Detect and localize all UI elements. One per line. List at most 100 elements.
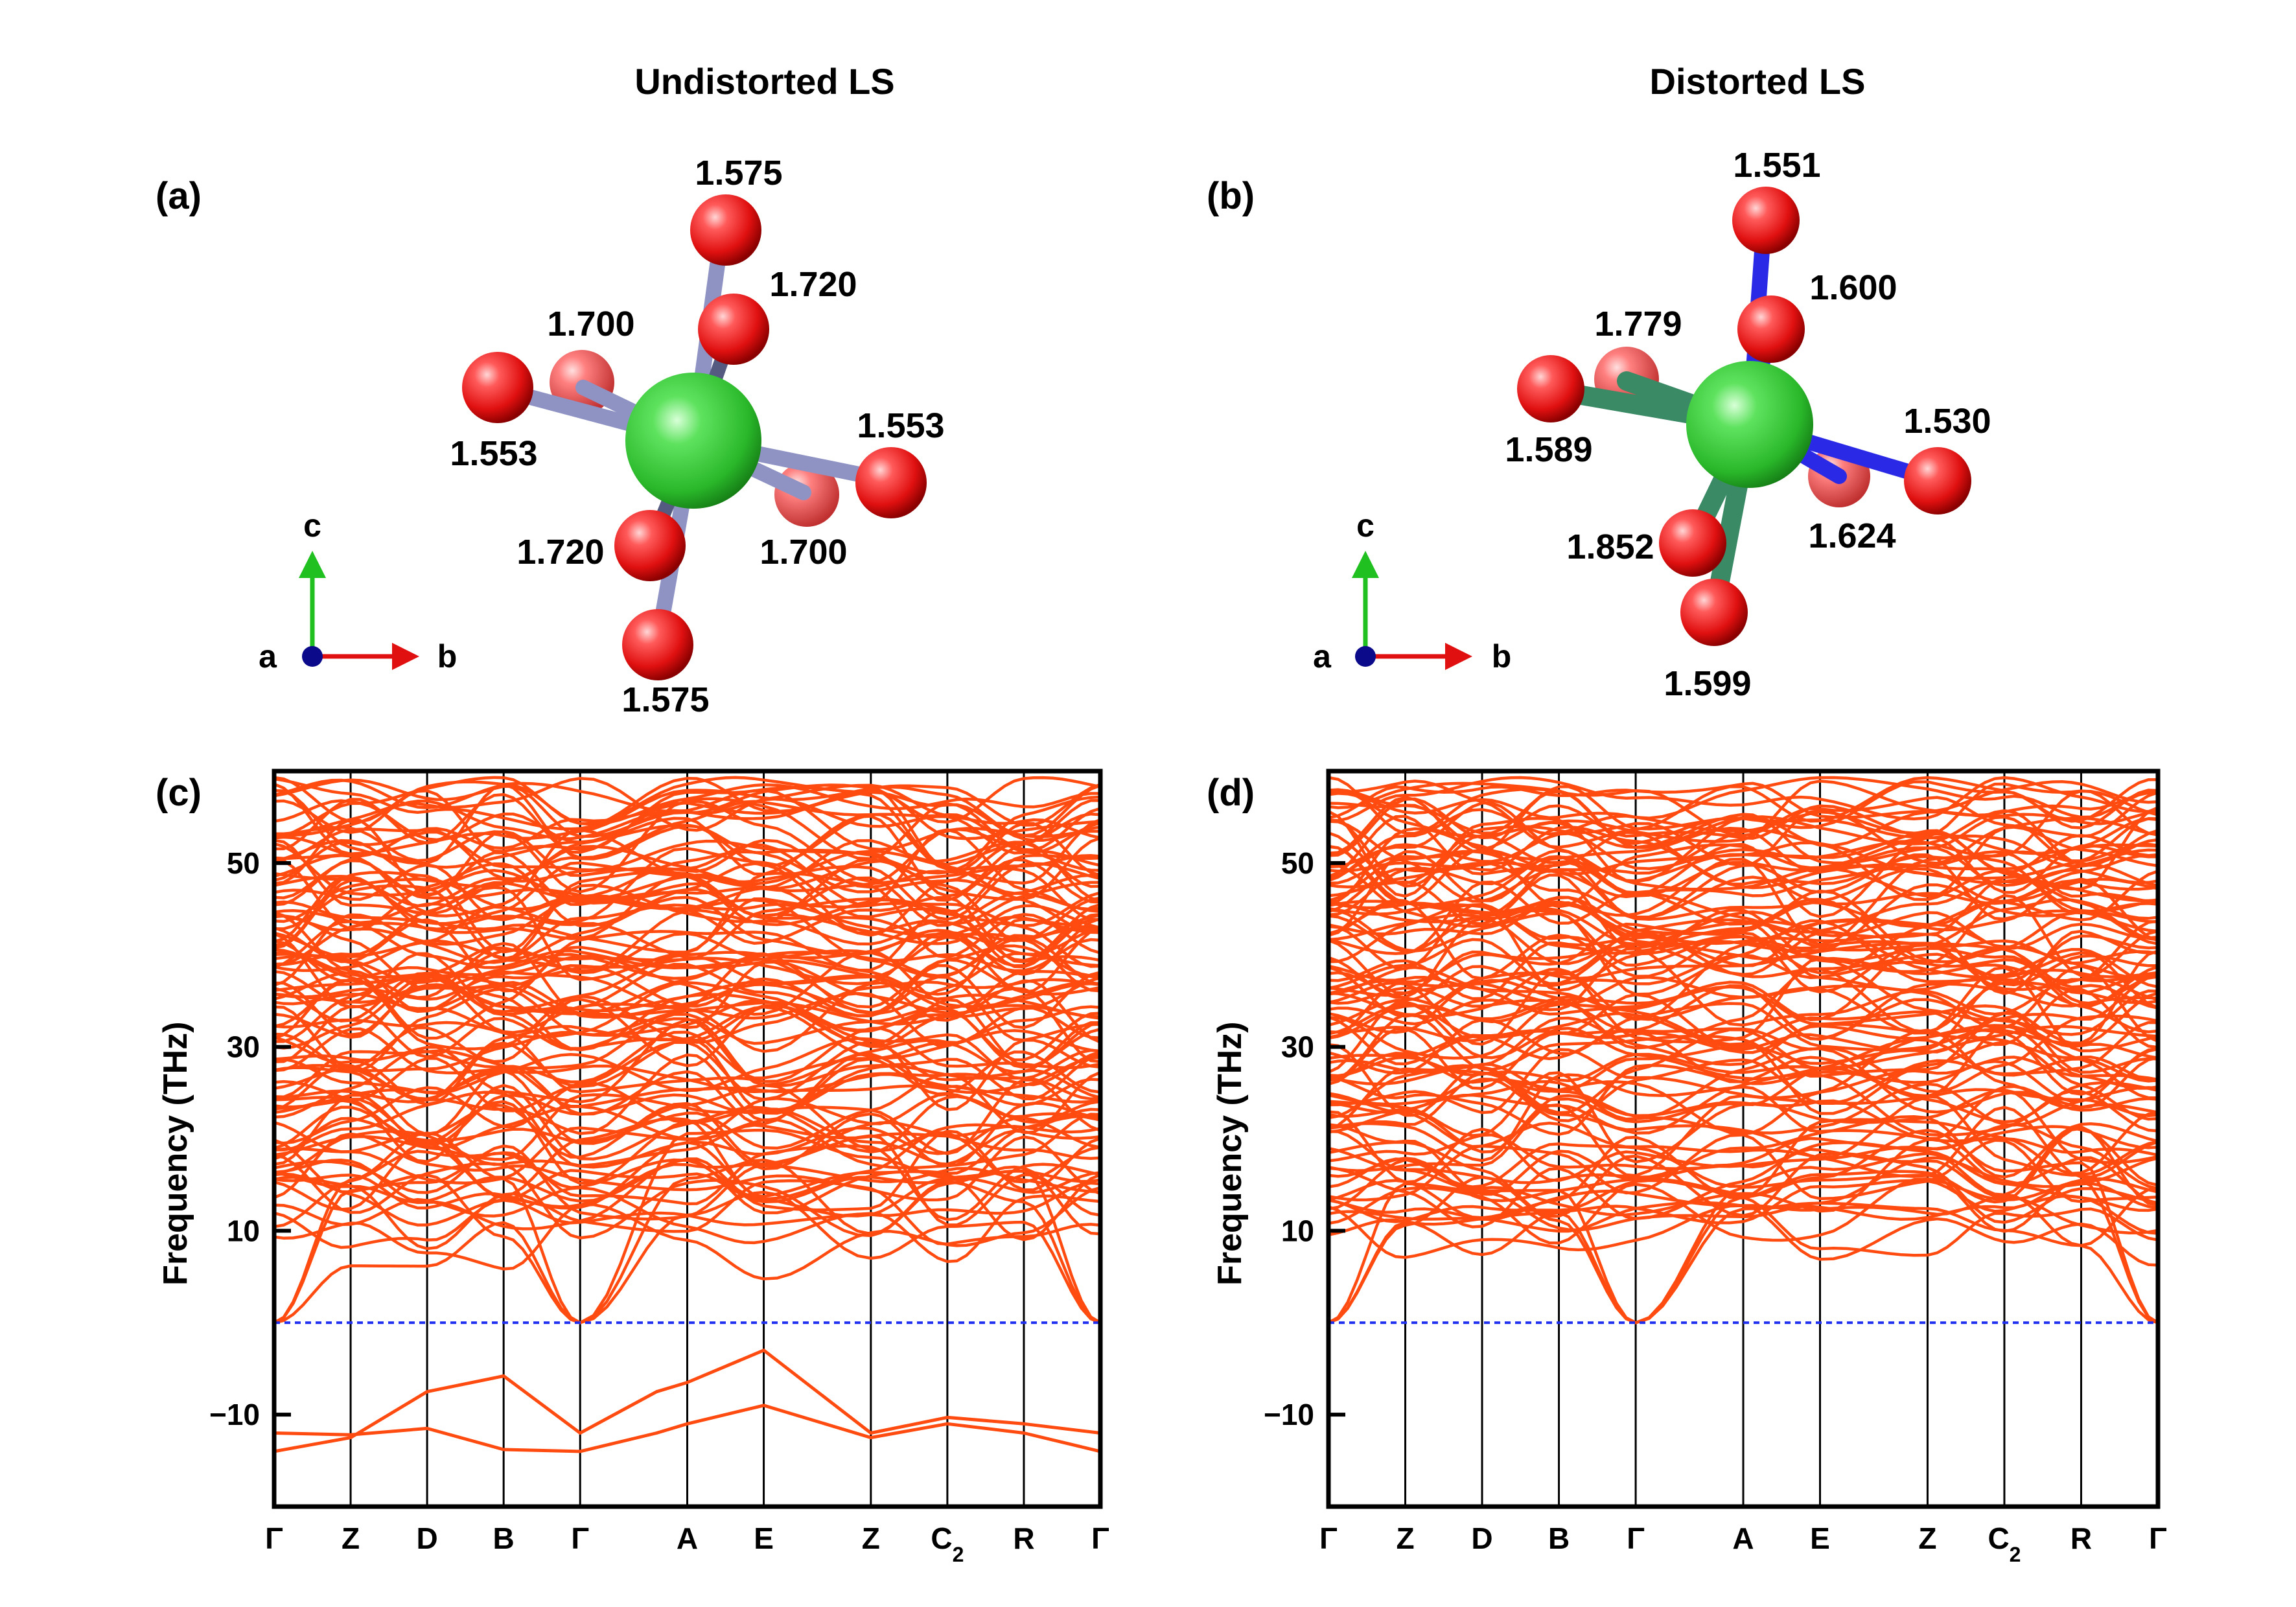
- bond-length-label: 1.852: [1566, 527, 1654, 566]
- kpoint-label: Γ: [1091, 1521, 1109, 1555]
- kpoint-label: Γ: [1627, 1521, 1645, 1555]
- phonon-branch: [274, 987, 1100, 1072]
- phonon-branch: [1328, 809, 2158, 885]
- phonon-branch: [274, 828, 1100, 921]
- panel-label-c: (c): [156, 772, 202, 814]
- phonon-branch: [274, 1144, 1100, 1221]
- phonon-branch: [274, 1128, 1100, 1324]
- y-tick-label: −10: [209, 1398, 260, 1431]
- y-tick-label: 50: [1281, 846, 1314, 880]
- kpoint-label: Γ: [2149, 1521, 2167, 1555]
- bond-length-label: 1.700: [547, 305, 634, 343]
- bond-length-label: 1.624: [1808, 516, 1896, 555]
- oxygen-atom: [1659, 509, 1726, 577]
- axis-label-a: a: [259, 638, 277, 675]
- axes-indicator: a b c: [259, 507, 457, 675]
- phonon-branch: [1328, 1127, 2158, 1220]
- axis-label-c: c: [303, 507, 321, 544]
- oxygen-atom: [855, 447, 927, 518]
- phonon-branch: [1328, 1013, 2158, 1082]
- kpoint-label: B: [1548, 1521, 1570, 1555]
- phonon-branch: [1328, 947, 2158, 1027]
- panel-label-b: (b): [1207, 175, 1255, 217]
- kpoint-label: Γ: [1319, 1521, 1338, 1555]
- panel-label-a: (a): [156, 175, 202, 217]
- bond-length-label: 1.599: [1664, 664, 1751, 703]
- phonon-branch: [274, 964, 1100, 1030]
- bond-length-label: 1.720: [769, 265, 857, 304]
- kpoint-label: Z: [1396, 1521, 1414, 1555]
- band-lines: [274, 776, 1100, 1453]
- oxygen-atom: [614, 510, 686, 581]
- phonon-branch: [274, 978, 1100, 1050]
- phonon-branch: [274, 1158, 1100, 1324]
- phonon-branch: [1328, 1125, 2158, 1207]
- title-undistorted: Undistorted LS: [634, 61, 894, 102]
- phonon-branch: [274, 1175, 1100, 1251]
- structure-distorted: 1.551 1.600 1.779 1.589 1.530 1.852 1.62…: [1313, 146, 1991, 703]
- band-lines: [1328, 776, 2158, 1324]
- structure-undistorted: 1.575 1.720 1.700 1.553 1.553 1.720 1.70…: [259, 154, 944, 719]
- phonon-branch: [1328, 1140, 2158, 1224]
- axis-label-a: a: [1313, 638, 1332, 675]
- phonon-branch: [274, 1186, 1100, 1280]
- y-axis-label: Frequency (THz): [1211, 1022, 1249, 1286]
- phonon-branch: [1328, 1024, 2158, 1090]
- phonon-branch: [1328, 966, 2158, 1052]
- phonon-branch: [1328, 1025, 2158, 1100]
- bond-length-label: 1.530: [1903, 402, 1991, 441]
- oxygen-atom: [1737, 295, 1805, 363]
- phonon-branch: [274, 812, 1100, 898]
- bond-length-label: 1.779: [1594, 305, 1682, 343]
- bond-length-label: 1.551: [1733, 146, 1820, 185]
- oxygen-atom: [1517, 355, 1584, 422]
- phonon-branch: [274, 818, 1100, 896]
- phonon-branch: [1328, 1115, 2158, 1185]
- phonon-branch: [274, 952, 1100, 1030]
- bond-length-label: 1.553: [450, 434, 537, 473]
- y-axis-label: Frequency (THz): [157, 1022, 194, 1286]
- phonon-branch: [274, 782, 1100, 856]
- phonon-branch: [1328, 1056, 2158, 1136]
- imaginary-mode-branch: [274, 1404, 1100, 1453]
- phonon-branch: [274, 1091, 1100, 1168]
- phonon-branch: [1328, 1028, 2158, 1115]
- bond-length-label: 1.720: [516, 533, 604, 572]
- axes-indicator: a b c: [1313, 507, 1511, 675]
- phonon-branch: [1328, 844, 2158, 919]
- plot-frame: [1326, 769, 2161, 1509]
- y-tick-label: 30: [227, 1030, 260, 1064]
- phonon-branch: [1328, 776, 2158, 820]
- phonon-branch: [1328, 870, 2158, 950]
- phonon-branch: [274, 791, 1100, 854]
- phonon-branch: [1328, 1111, 2158, 1197]
- phonon-branch: [1328, 1094, 2158, 1157]
- phonon-branch: [1328, 942, 2158, 1021]
- a-axis-dot: [302, 646, 323, 667]
- kpoint-label: D: [416, 1521, 437, 1555]
- panel-label-d: (d): [1207, 772, 1255, 814]
- oxygen-atom: [622, 609, 693, 680]
- phonon-branch: [274, 1131, 1100, 1201]
- y-tick-label: 10: [227, 1214, 260, 1247]
- phonon-branch: [274, 837, 1100, 907]
- oxygen-atom: [690, 194, 761, 266]
- phonon-branch: [1328, 776, 2158, 822]
- axis-label-c: c: [1356, 507, 1374, 544]
- phonon-branch: [274, 980, 1100, 1048]
- phonon-branch: [274, 1083, 1100, 1161]
- kpoint-label: Z: [862, 1521, 880, 1555]
- phonon-branch: [1328, 789, 2158, 855]
- phonon-branch: [1328, 1064, 2158, 1124]
- y-tick-label: −10: [1264, 1398, 1314, 1431]
- axis-label-b: b: [1492, 638, 1512, 675]
- phonon-branch: [1328, 957, 2158, 1046]
- phonon-branch: [1328, 1156, 2158, 1233]
- phonon-branch: [274, 781, 1100, 865]
- phonon-branch: [1328, 1177, 2158, 1245]
- phonon-branch: [274, 778, 1100, 826]
- a-axis-dot: [1355, 646, 1376, 667]
- kpoint-label: C2: [931, 1521, 964, 1566]
- phonon-branch: [1328, 849, 2158, 917]
